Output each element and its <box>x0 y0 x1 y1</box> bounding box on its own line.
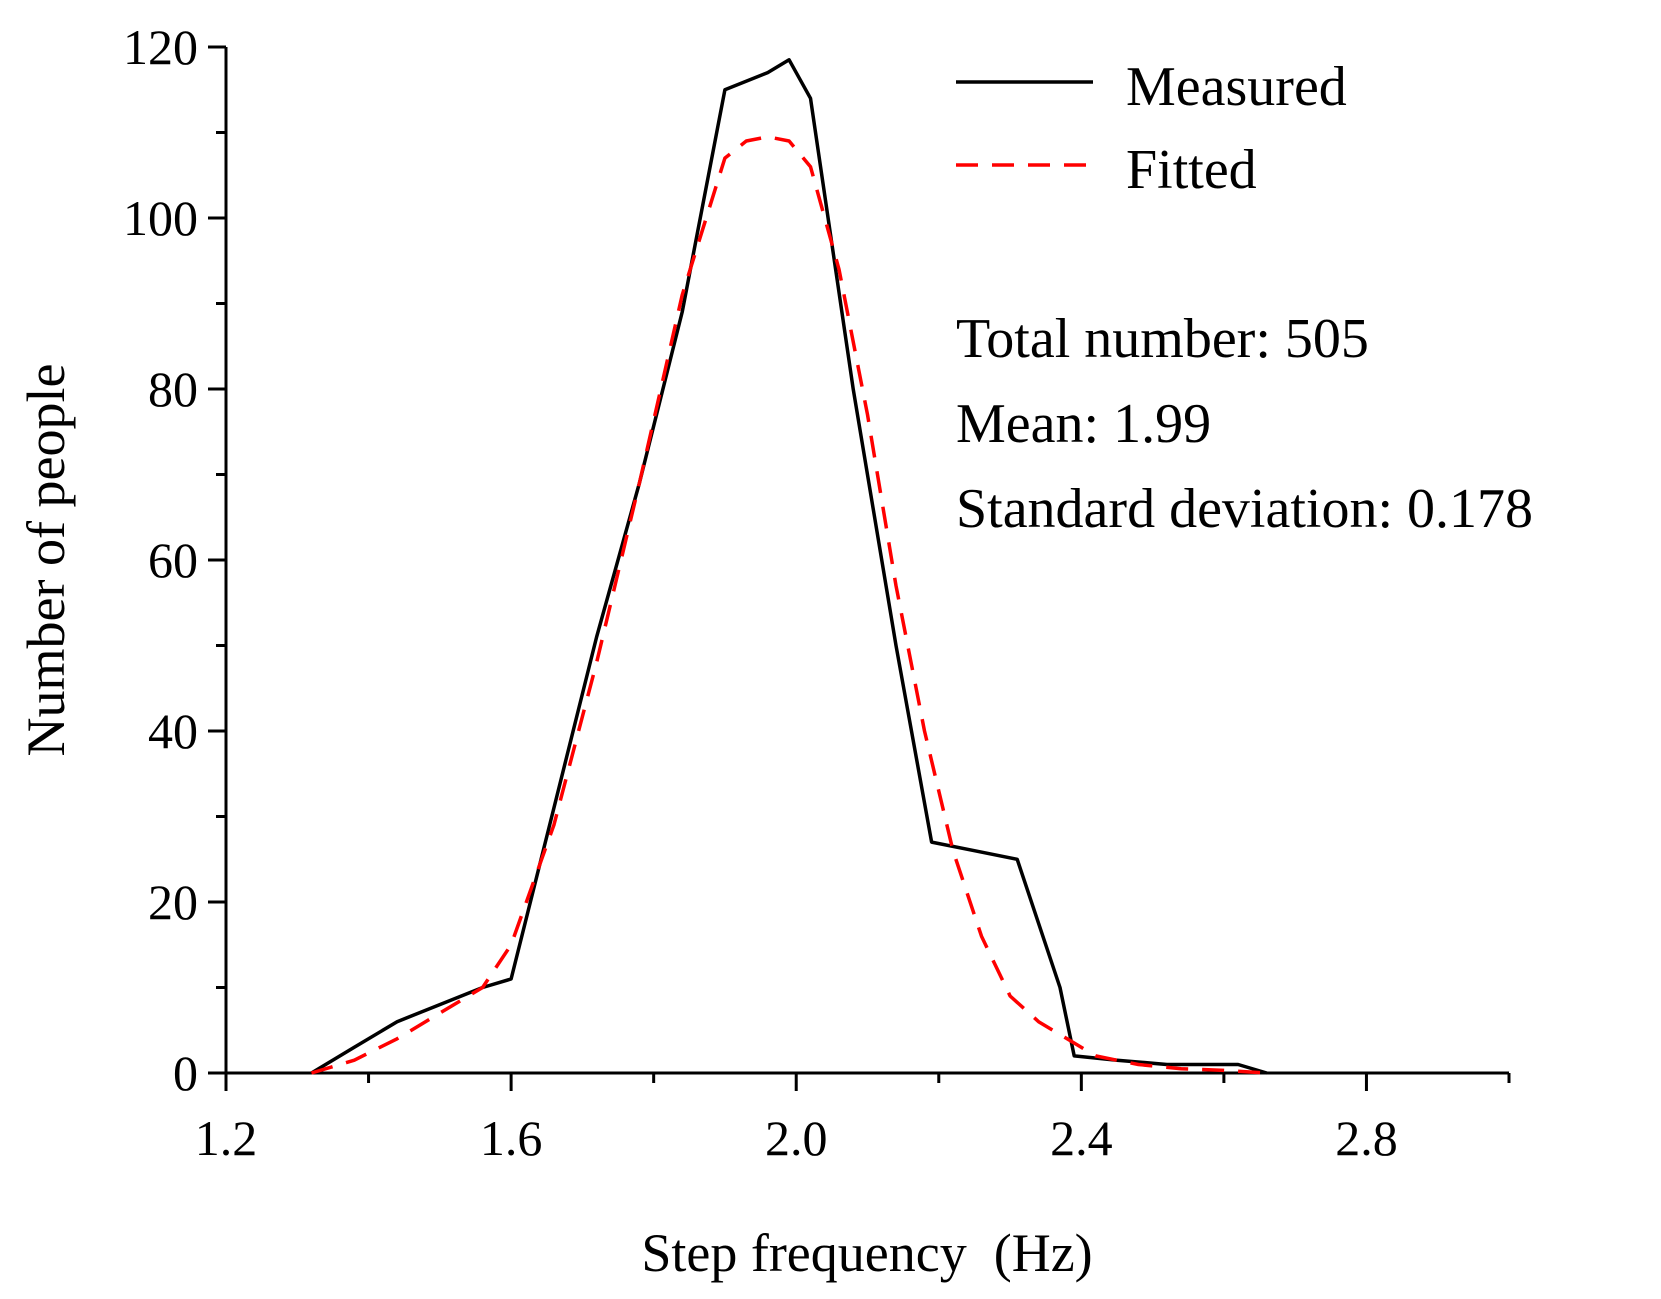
series-line-measured <box>310 58 1268 1075</box>
statistics-annotation: Total number: 505 Mean: 1.99 Standard de… <box>956 308 1533 540</box>
series-line-fitted <box>310 135 1267 1075</box>
series <box>310 58 1268 1075</box>
y-tick-label: 20 <box>148 874 198 930</box>
x-tick-label: 2.4 <box>1050 1110 1113 1166</box>
y-tick-label: 40 <box>148 703 198 759</box>
ticks: 1.2 1.6 2.0 2.4 2.8 0 20 40 60 80 100 120 <box>123 19 1511 1166</box>
x-tick-label: 2.8 <box>1335 1110 1398 1166</box>
legend-label-fitted: Fitted <box>1126 139 1257 201</box>
stat-total-number: Total number: 505 <box>956 308 1369 370</box>
stat-standard-deviation: Standard deviation: 0.178 <box>956 478 1533 540</box>
x-tick-label: 1.2 <box>195 1110 258 1166</box>
y-tick-label: 60 <box>148 532 198 588</box>
y-tick-label: 80 <box>148 361 198 417</box>
y-tick-label: 0 <box>173 1045 198 1101</box>
x-axis-title: Step frequency (Hz) <box>641 1223 1092 1283</box>
x-tick-label: 1.6 <box>480 1110 543 1166</box>
y-tick-label: 120 <box>123 19 198 75</box>
legend: Measured Fitted <box>956 56 1347 201</box>
y-tick-label: 100 <box>123 190 198 246</box>
legend-label-measured: Measured <box>1126 56 1347 118</box>
y-axis-title: Number of people <box>16 364 76 757</box>
axes <box>224 47 1509 1075</box>
x-tick-label: 2.0 <box>765 1110 828 1166</box>
stat-mean: Mean: 1.99 <box>956 393 1211 455</box>
